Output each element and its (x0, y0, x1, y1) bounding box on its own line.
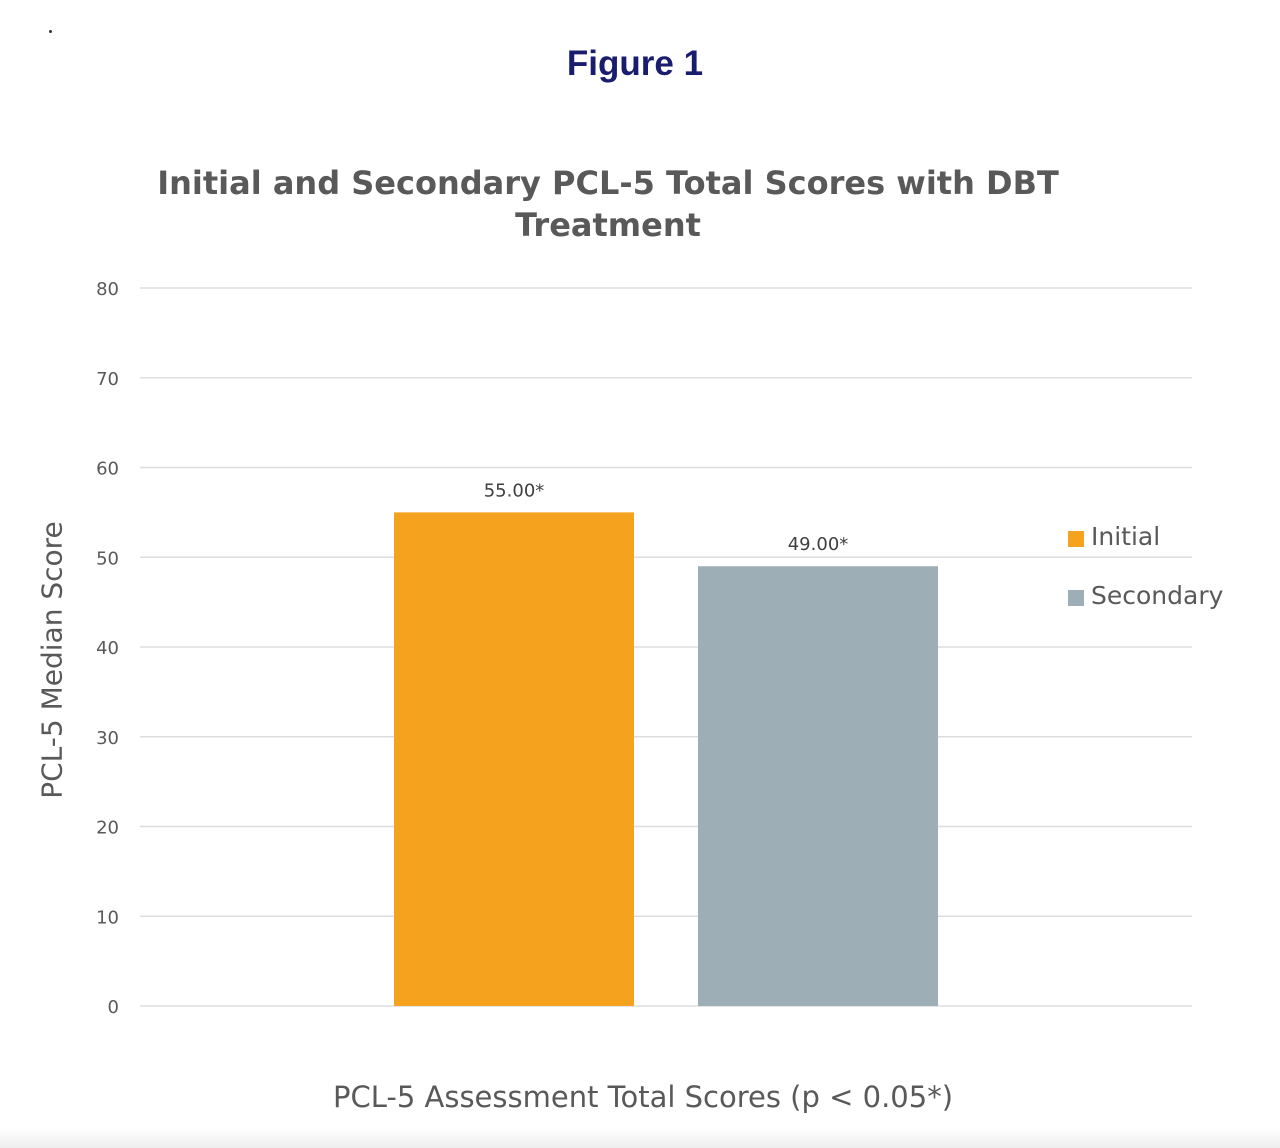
y-tick-label-50: 50 (96, 548, 119, 569)
bottom-shade (0, 1128, 1280, 1148)
y-tick-label-10: 10 (96, 907, 119, 928)
y-axis-title: PCL-5 Median Score (35, 521, 69, 799)
legend-swatch-initial (1068, 531, 1084, 547)
x-axis-title: PCL-5 Assessment Total Scores (p < 0.05*… (332, 1080, 954, 1114)
legend-label-secondary: Secondary (1091, 581, 1224, 610)
y-tick-label-60: 60 (96, 459, 119, 480)
legend-swatch-secondary (1068, 590, 1084, 606)
y-tick-labels: 0 10 20 30 40 50 60 70 80 (96, 279, 119, 1018)
y-tick-label-20: 20 (96, 818, 119, 839)
data-label-initial: 55.00* (484, 480, 545, 501)
figure-label: Figure 1 (566, 44, 704, 83)
y-tick-label-80: 80 (96, 279, 119, 300)
y-tick-label-0: 0 (108, 997, 119, 1018)
data-label-secondary: 49.00* (788, 534, 849, 555)
data-labels: 55.00* 49.00* (484, 480, 849, 555)
chart-title: Initial and Secondary PCL-5 Total Scores… (157, 164, 1059, 244)
bar-initial (394, 512, 634, 1006)
stray-dot (49, 30, 52, 33)
y-tick-label-30: 30 (96, 728, 119, 749)
y-tick-label-70: 70 (96, 369, 119, 390)
gridlines (140, 287, 1192, 1007)
bars (394, 512, 938, 1006)
bar-secondary (698, 566, 938, 1006)
y-tick-label-40: 40 (96, 638, 119, 659)
legend-label-initial: Initial (1091, 522, 1161, 551)
